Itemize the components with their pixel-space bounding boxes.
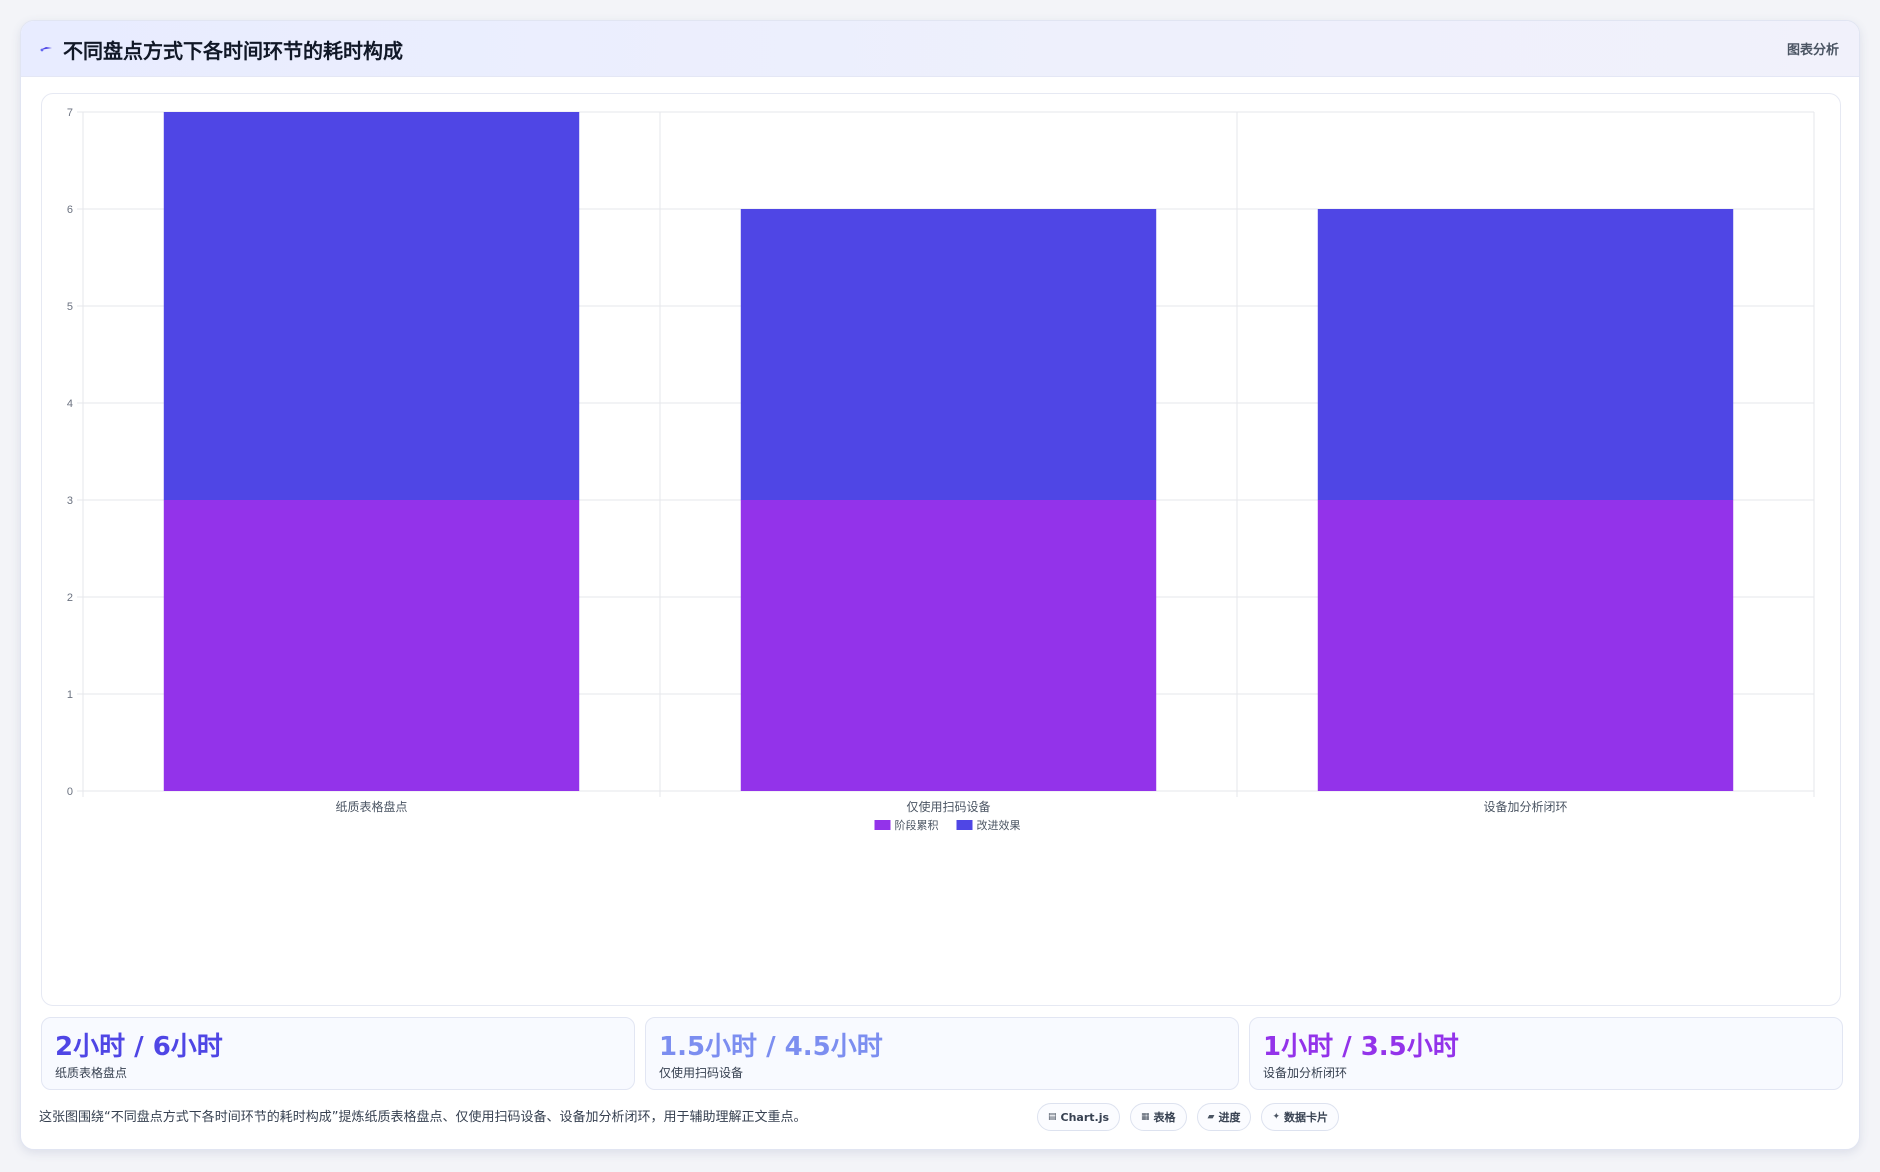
progress-icon: ▰ [1207,1112,1215,1122]
card-icon: ✦ [1272,1112,1281,1122]
x-tick-label: 纸质表格盘点 [335,799,407,814]
chip-table[interactable]: ▦ 表格 [1130,1103,1187,1131]
stat-value: 1小时 / 3.5小时 [1263,1032,1459,1062]
chip-data-card[interactable]: ✦ 数据卡片 [1261,1103,1340,1131]
chip-label: Chart.js [1060,1110,1110,1124]
chip-chartjs[interactable]: ▤ Chart.js [1037,1103,1121,1131]
legend-swatch [874,820,891,830]
chart-caption: 这张图围绕“不同盘点方式下各时间环节的耗时构成”提炼纸质表格盘点、仅使用扫码设备… [39,1110,807,1125]
y-tick-label: 7 [67,107,73,119]
stat-label: 仅使用扫码设备 [659,1066,744,1080]
chip-label: 数据卡片 [1284,1111,1329,1124]
bar-segment [163,500,580,791]
x-tick-label: 仅使用扫码设备 [906,799,990,814]
y-tick-label: 6 [67,204,73,216]
stat-label: 纸质表格盘点 [55,1066,128,1080]
stat-card-paper: 2小时 / 6小时 纸质表格盘点 [41,1017,635,1090]
chart-card: 不同盘点方式下各时间环节的耗时构成 图表分析 0 1 2 3 4 5 6 7 纸质表格盘点 仅使用… [20,20,1860,1150]
stat-value: 1.5小时 / 4.5小时 [659,1032,883,1062]
legend-swatch [956,820,973,830]
stat-card-closed-loop: 1小时 / 3.5小时 设备加分析闭环 [1249,1017,1843,1090]
chart-icon: ▤ [1048,1112,1057,1122]
bar-segment [163,112,580,500]
bar-segment [1317,500,1734,791]
chip-progress[interactable]: ▰ 进度 [1196,1103,1252,1131]
table-icon: ▦ [1141,1112,1150,1122]
sparkle-icon [40,47,52,52]
x-tick-label: 设备加分析闭环 [1483,800,1567,814]
chip-label: 表格 [1153,1111,1176,1124]
bar-segment [1317,209,1734,500]
y-tick-label: 4 [67,398,73,410]
y-tick-label: 1 [67,689,73,701]
chart-panel: 0 1 2 3 4 5 6 7 纸质表格盘点 仅使用扫码设备 设备加分析闭环阶段累积 改进效果 [41,93,1841,1006]
chart-analysis-label[interactable]: 图表分析 [1786,43,1839,58]
bar-segment [740,500,1157,791]
stat-card-scanner: 1.5小时 / 4.5小时 仅使用扫码设备 [645,1017,1239,1090]
card-header: 不同盘点方式下各时间环节的耗时构成 图表分析 [21,21,1859,77]
y-tick-label: 3 [67,495,73,507]
tag-chips: ▤ Chart.js ▦ 表格 ▰ 进度 ✦ 数据卡片 [1037,1103,1340,1131]
page-title: 不同盘点方式下各时间环节的耗时构成 [63,39,403,63]
legend-label: 阶段累积 [895,818,939,832]
y-tick-label: 5 [67,301,73,313]
stat-label: 设备加分析闭环 [1263,1066,1348,1080]
legend-label: 改进效果 [977,818,1021,832]
stat-value: 2小时 / 6小时 [55,1032,223,1062]
bar-segment [740,209,1157,500]
y-tick-label: 0 [67,786,73,798]
y-tick-label: 2 [67,592,73,604]
chip-label: 进度 [1218,1111,1241,1124]
